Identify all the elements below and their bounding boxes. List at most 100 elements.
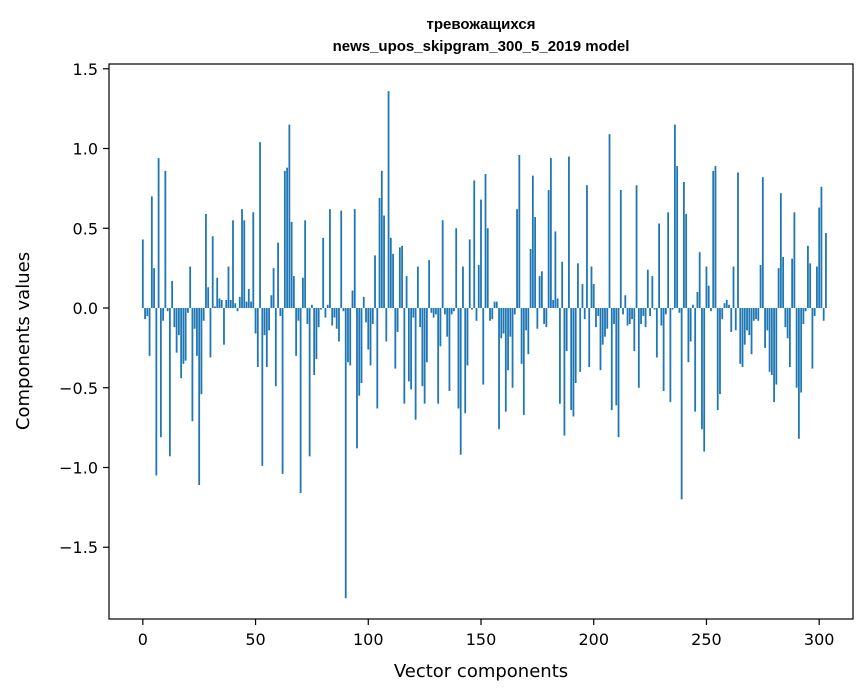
bar <box>347 308 349 363</box>
bar <box>816 266 818 309</box>
bar <box>509 308 512 337</box>
bar <box>141 239 144 309</box>
bar <box>583 308 586 320</box>
bar <box>412 308 415 318</box>
bar <box>358 308 361 396</box>
bar <box>405 276 408 309</box>
bar <box>595 308 597 328</box>
bar <box>150 196 153 309</box>
bar <box>407 308 410 382</box>
bar <box>265 308 268 368</box>
bar <box>570 308 573 411</box>
bar <box>608 134 611 309</box>
bar <box>559 308 561 404</box>
bar <box>198 308 201 486</box>
bar <box>561 261 564 309</box>
bar <box>234 303 237 308</box>
bar <box>392 253 394 308</box>
bar <box>477 264 480 309</box>
bar <box>590 266 593 309</box>
bar <box>563 308 566 436</box>
bar <box>428 260 431 308</box>
bar <box>547 189 550 309</box>
bar <box>676 166 679 309</box>
bar <box>182 308 185 364</box>
bar <box>536 308 539 329</box>
bar <box>387 91 390 309</box>
bar <box>263 308 266 336</box>
bar <box>773 308 775 403</box>
bar <box>574 308 577 383</box>
bar <box>511 308 514 388</box>
bar <box>705 266 708 309</box>
bar <box>556 298 559 309</box>
bar <box>811 308 814 369</box>
bar <box>746 308 748 331</box>
bar <box>545 308 548 328</box>
bar <box>376 308 379 409</box>
bar <box>462 266 464 309</box>
bar <box>764 308 766 348</box>
bar <box>268 308 270 331</box>
bar <box>205 213 207 308</box>
bar <box>687 308 690 363</box>
bar <box>491 308 494 320</box>
bar <box>153 268 155 309</box>
bar <box>338 308 340 342</box>
bar <box>480 199 482 309</box>
bar <box>157 158 160 308</box>
bar <box>635 185 638 309</box>
bar <box>441 220 444 309</box>
bar <box>168 308 171 457</box>
bar <box>432 308 435 318</box>
bar <box>552 300 555 308</box>
chart-title-line-1: тревожащихся <box>427 16 536 33</box>
bar <box>207 287 210 309</box>
bar <box>218 298 221 309</box>
bar <box>493 301 496 309</box>
bar <box>793 212 796 309</box>
bar <box>344 308 347 599</box>
bar <box>646 269 649 309</box>
bar <box>660 308 663 326</box>
bar <box>622 308 624 315</box>
bar <box>340 210 343 308</box>
bar <box>356 308 358 449</box>
bar <box>721 308 724 320</box>
bar <box>184 308 187 361</box>
bar <box>277 242 279 309</box>
bar <box>236 308 239 312</box>
bar <box>719 308 721 395</box>
bar <box>254 308 257 334</box>
bar <box>529 249 532 309</box>
bar <box>637 308 640 388</box>
bar <box>171 280 174 309</box>
bar <box>238 296 241 308</box>
bar <box>286 167 289 308</box>
bar <box>333 308 336 318</box>
bar <box>714 166 717 309</box>
bar <box>362 296 365 308</box>
bar <box>209 308 212 358</box>
bar <box>698 252 701 309</box>
bar <box>495 301 498 309</box>
bar <box>144 308 146 320</box>
bar <box>768 308 771 372</box>
bar <box>274 308 277 387</box>
bar <box>322 237 325 309</box>
bar <box>446 308 449 337</box>
bar <box>626 308 629 326</box>
bar <box>617 308 620 438</box>
bar <box>707 285 710 309</box>
bar <box>592 284 595 309</box>
bar <box>640 308 642 324</box>
bar <box>243 220 246 309</box>
bar <box>795 308 798 388</box>
bar <box>820 186 823 309</box>
bar <box>398 247 401 309</box>
bar <box>437 308 440 404</box>
bar <box>730 308 733 332</box>
bar <box>610 308 613 411</box>
